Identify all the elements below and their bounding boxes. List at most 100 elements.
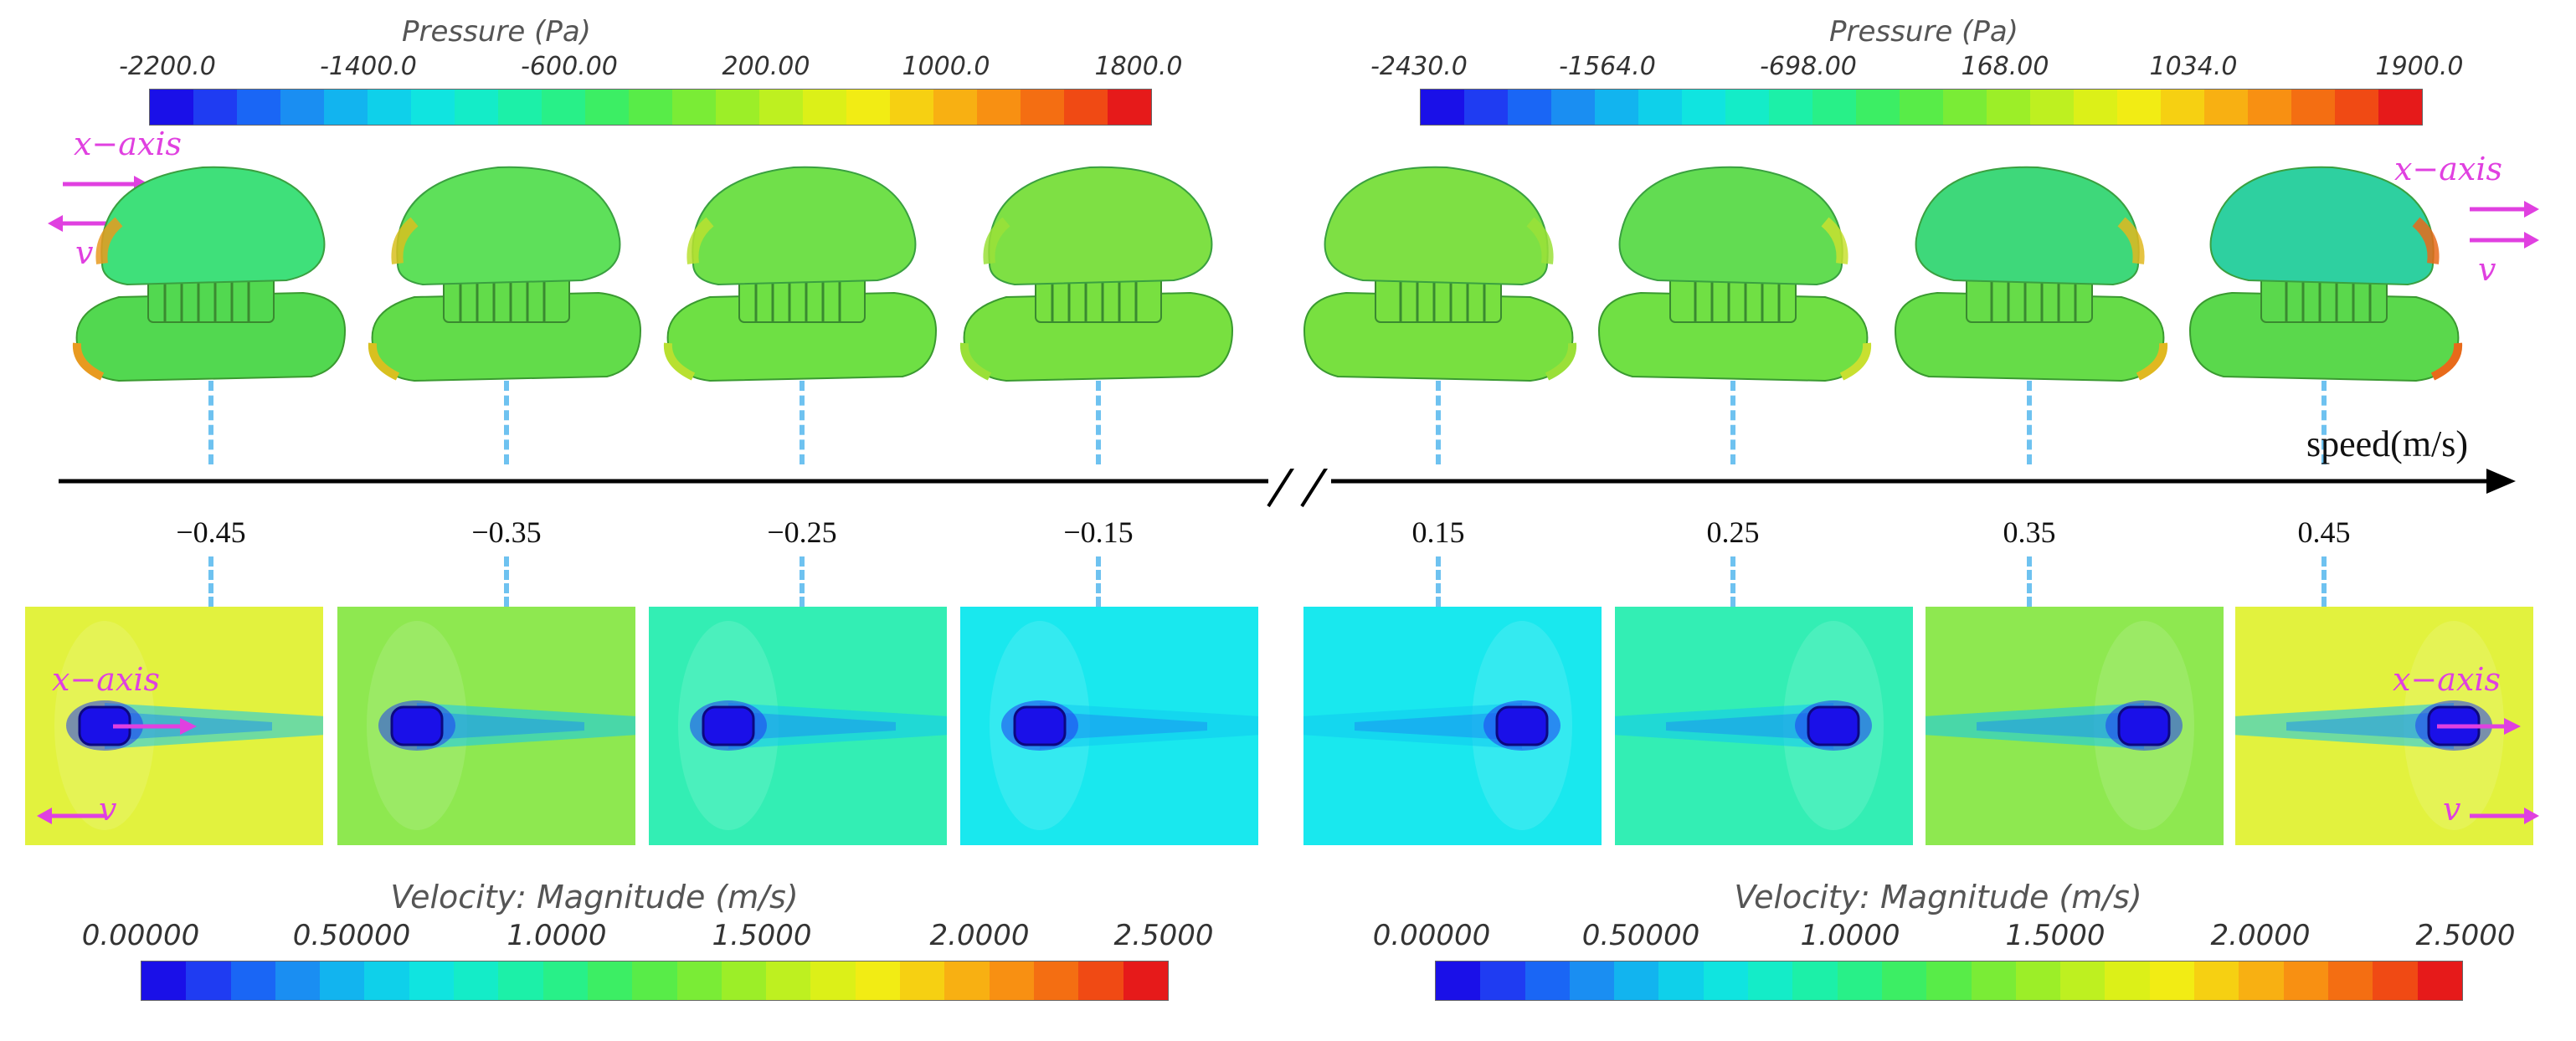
colormap-swatch (2105, 962, 2150, 1000)
arrow-right-icon (2470, 232, 2539, 249)
pressure-tick: 1034.0 (2149, 52, 2238, 81)
colormap-swatch (1480, 962, 1525, 1000)
colormap-swatch (2074, 90, 2117, 125)
colormap-swatch (1108, 90, 1151, 125)
colormap-swatch (2248, 90, 2291, 125)
dashed-connector (504, 381, 509, 464)
colormap-swatch (1436, 962, 1481, 1000)
robot-pressure-render (72, 166, 347, 382)
colormap-swatch (1614, 962, 1659, 1000)
speed-tick-label: 0.25 (1706, 515, 1760, 549)
colormap-swatch (1682, 90, 1725, 125)
colormap-swatch (1812, 90, 1856, 125)
speed-tick-label: −0.45 (176, 515, 246, 549)
velocity-colorbar-title: Velocity: Magnitude (m/s) (1734, 879, 2142, 915)
colormap-swatch (1064, 90, 1108, 125)
colormap-swatch (364, 962, 409, 1000)
colormap-swatch (1021, 90, 1064, 125)
colormap-swatch (1987, 90, 2030, 125)
flow-field (1615, 621, 1884, 830)
colormap-swatch (629, 90, 672, 125)
velocity-field-panel (1926, 607, 2224, 845)
colormap-swatch (2161, 90, 2204, 125)
colormap-swatch (498, 90, 542, 125)
dashed-connector (1730, 381, 1735, 464)
colormap-swatch (455, 90, 498, 125)
colormap-swatch (1837, 962, 1882, 1000)
colormap-swatch (716, 90, 759, 125)
colormap-swatch (2335, 90, 2378, 125)
colormap-swatch (900, 962, 945, 1000)
arrow-left-icon (37, 808, 106, 824)
colormap-swatch (2149, 962, 2195, 1000)
colormap-swatch (2417, 962, 2462, 1000)
pressure-colorbar-bar (1420, 89, 2423, 126)
colormap-swatch (1881, 962, 1927, 1000)
velocity-v-label-top-left: v (75, 234, 94, 271)
arrow-right-icon (2470, 201, 2539, 218)
colormap-swatch (989, 962, 1034, 1000)
dashed-connector (208, 556, 213, 607)
velocity-tick: 2.5000 (1113, 919, 1214, 952)
colormap-swatch (1123, 962, 1168, 1000)
colormap-swatch (766, 962, 811, 1000)
colormap-swatch (1595, 90, 1638, 125)
colormap-swatch (1769, 90, 1812, 125)
colormap-swatch (411, 90, 455, 125)
colormap-swatch (275, 962, 321, 1000)
colormap-swatch (409, 962, 455, 1000)
velocity-tick: 1.0000 (506, 919, 607, 952)
colormap-swatch (1078, 962, 1123, 1000)
colormap-swatch (1033, 962, 1079, 1000)
colormap-swatch (2378, 90, 2422, 125)
colormap-swatch (320, 962, 365, 1000)
velocity-colorbar-title: Velocity: Magnitude (m/s) (390, 879, 799, 915)
colormap-swatch (280, 90, 324, 125)
colormap-swatch (721, 962, 767, 1000)
velocity-tick: 1.0000 (1800, 919, 1900, 952)
colormap-swatch (2194, 962, 2239, 1000)
dashed-connector (504, 556, 509, 607)
dashed-connector (2321, 381, 2327, 464)
dashed-connector (1436, 556, 1441, 607)
velocity-colorbar-bar (141, 961, 1169, 1001)
colormap-swatch (2283, 962, 2328, 1000)
colormap-swatch (2060, 962, 2106, 1000)
colormap-swatch (498, 962, 543, 1000)
colormap-swatch (324, 90, 368, 125)
pressure-tick: 168.00 (1961, 52, 2049, 81)
x-axis-label-bottom-left: x−axis (52, 661, 161, 698)
speed-tick-label: −0.35 (471, 515, 542, 549)
pressure-tick: -2430.0 (1370, 52, 1468, 81)
velocity-tick: 2.0000 (929, 919, 1030, 952)
colormap-swatch (587, 962, 633, 1000)
robot-pressure-render (959, 166, 1234, 382)
colormap-swatch (1900, 90, 1943, 125)
velocity-field-panel (337, 607, 635, 845)
dashed-connector (2321, 556, 2327, 607)
colormap-swatch (632, 962, 677, 1000)
velocity-tick: 2.0000 (2210, 919, 2311, 952)
velocity-v-label-bottom-right: v (2443, 791, 2461, 828)
colormap-swatch (237, 90, 280, 125)
colormap-swatch (1856, 90, 1900, 125)
flow-field (1303, 621, 1572, 830)
colormap-swatch (2373, 962, 2418, 1000)
flow-field (990, 621, 1258, 830)
colormap-swatch (1464, 90, 1508, 125)
dashed-connector (2027, 381, 2032, 464)
dashed-connector (208, 381, 213, 464)
dashed-connector (800, 381, 805, 464)
velocity-field-panel (1615, 607, 1913, 845)
flow-field (1926, 621, 2194, 830)
colormap-swatch (977, 90, 1021, 125)
colormap-swatch (230, 962, 275, 1000)
velocity-tick: 1.5000 (712, 919, 812, 952)
colormap-swatch (2239, 962, 2284, 1000)
pressure-tick: -600.00 (521, 52, 618, 81)
colormap-swatch (2015, 962, 2061, 1000)
pressure-tick: -1564.0 (1559, 52, 1656, 81)
colormap-swatch (2204, 90, 2248, 125)
colormap-swatch (810, 962, 856, 1000)
x-axis-label-top-left: x−axis (74, 126, 183, 162)
